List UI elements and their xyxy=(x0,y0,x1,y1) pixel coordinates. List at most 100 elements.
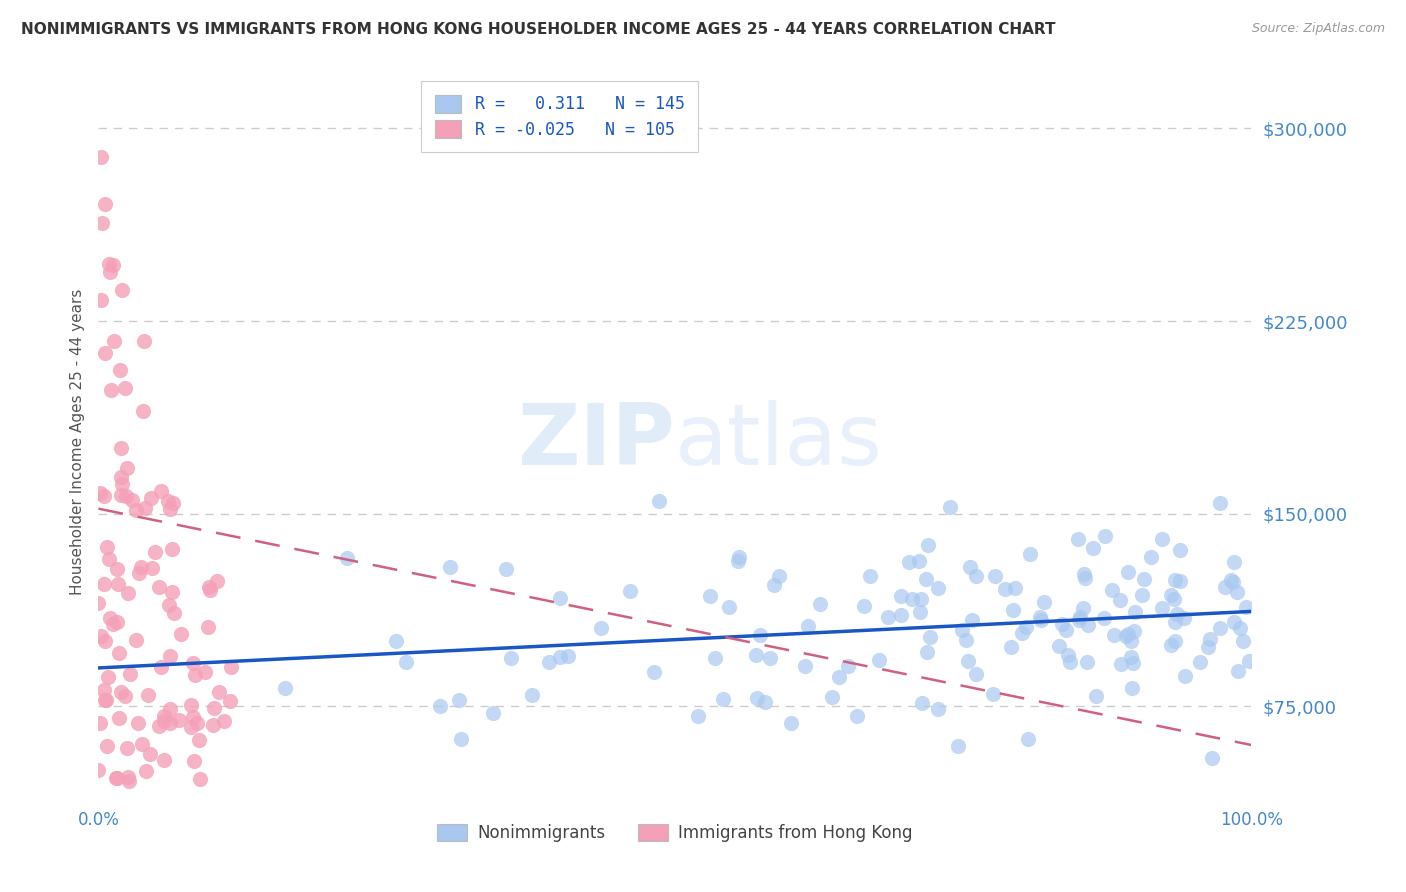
Point xyxy=(1121,681,1143,695)
Point xyxy=(1101,582,1123,597)
Point xyxy=(1067,614,1090,628)
Point xyxy=(153,753,176,767)
Point xyxy=(181,657,204,671)
Point xyxy=(94,692,117,706)
Point xyxy=(1069,610,1091,624)
Point xyxy=(94,197,117,211)
Point xyxy=(1170,574,1192,588)
Point xyxy=(557,648,579,663)
Point xyxy=(131,737,153,751)
Point xyxy=(167,713,190,727)
Point xyxy=(98,611,121,625)
Point xyxy=(160,541,183,556)
Point xyxy=(1234,600,1257,615)
Point xyxy=(1132,572,1154,586)
Point xyxy=(181,710,204,724)
Point xyxy=(132,334,155,348)
Point xyxy=(105,615,128,630)
Text: NONIMMIGRANTS VS IMMIGRANTS FROM HONG KONG HOUSEHOLDER INCOME AGES 25 - 44 YEARS: NONIMMIGRANTS VS IMMIGRANTS FROM HONG KO… xyxy=(21,22,1056,37)
Point xyxy=(117,770,139,784)
Point xyxy=(273,681,295,695)
Point xyxy=(499,651,522,665)
Point xyxy=(1168,542,1191,557)
Point xyxy=(699,589,721,603)
Point xyxy=(105,771,128,785)
Point xyxy=(520,688,543,702)
Point xyxy=(837,658,859,673)
Point xyxy=(1220,573,1243,587)
Point xyxy=(747,690,769,705)
Point xyxy=(129,560,152,574)
Point xyxy=(385,634,408,648)
Point xyxy=(118,667,141,681)
Point xyxy=(1067,533,1090,547)
Point xyxy=(955,632,977,647)
Point xyxy=(180,698,202,712)
Point xyxy=(748,628,770,642)
Point xyxy=(960,613,983,627)
Point xyxy=(1111,657,1133,671)
Point xyxy=(96,540,118,554)
Point xyxy=(797,619,820,633)
Point xyxy=(548,591,571,605)
Point xyxy=(439,560,461,574)
Point xyxy=(115,489,138,503)
Point xyxy=(1118,627,1140,641)
Point xyxy=(1188,656,1211,670)
Point xyxy=(184,668,207,682)
Point xyxy=(219,660,242,674)
Point xyxy=(90,629,112,643)
Point xyxy=(1057,648,1080,662)
Point xyxy=(1209,496,1232,510)
Point xyxy=(959,559,981,574)
Point xyxy=(170,626,193,640)
Point xyxy=(163,606,186,620)
Point xyxy=(1081,541,1104,555)
Point xyxy=(890,589,912,603)
Point xyxy=(162,496,184,510)
Point xyxy=(793,658,815,673)
Point xyxy=(918,630,941,644)
Point xyxy=(136,688,159,702)
Point xyxy=(180,720,202,734)
Point xyxy=(1227,664,1250,678)
Point xyxy=(1163,573,1185,587)
Point xyxy=(908,605,931,619)
Point xyxy=(910,696,932,710)
Point xyxy=(703,651,725,665)
Point xyxy=(118,773,141,788)
Point xyxy=(927,581,949,595)
Point xyxy=(1222,615,1244,629)
Point xyxy=(125,632,148,647)
Point xyxy=(779,715,801,730)
Point xyxy=(110,470,132,484)
Point xyxy=(188,733,211,747)
Point xyxy=(93,683,115,698)
Point xyxy=(135,764,157,778)
Point xyxy=(965,569,987,583)
Point xyxy=(1198,632,1220,647)
Point xyxy=(87,596,110,610)
Point xyxy=(754,695,776,709)
Point xyxy=(141,561,163,575)
Point xyxy=(117,586,139,600)
Point xyxy=(198,580,221,594)
Point xyxy=(957,654,980,668)
Point xyxy=(939,500,962,515)
Point xyxy=(114,689,136,703)
Point xyxy=(482,706,505,720)
Point xyxy=(128,566,150,581)
Point xyxy=(728,549,751,564)
Point xyxy=(1215,581,1237,595)
Point xyxy=(548,650,571,665)
Point xyxy=(1152,532,1174,546)
Point xyxy=(214,714,236,729)
Point xyxy=(94,693,117,707)
Point xyxy=(1119,634,1142,648)
Point xyxy=(1201,751,1223,765)
Point xyxy=(1119,649,1142,664)
Point xyxy=(1011,625,1033,640)
Point xyxy=(336,550,359,565)
Point xyxy=(87,763,110,777)
Point xyxy=(983,687,1005,701)
